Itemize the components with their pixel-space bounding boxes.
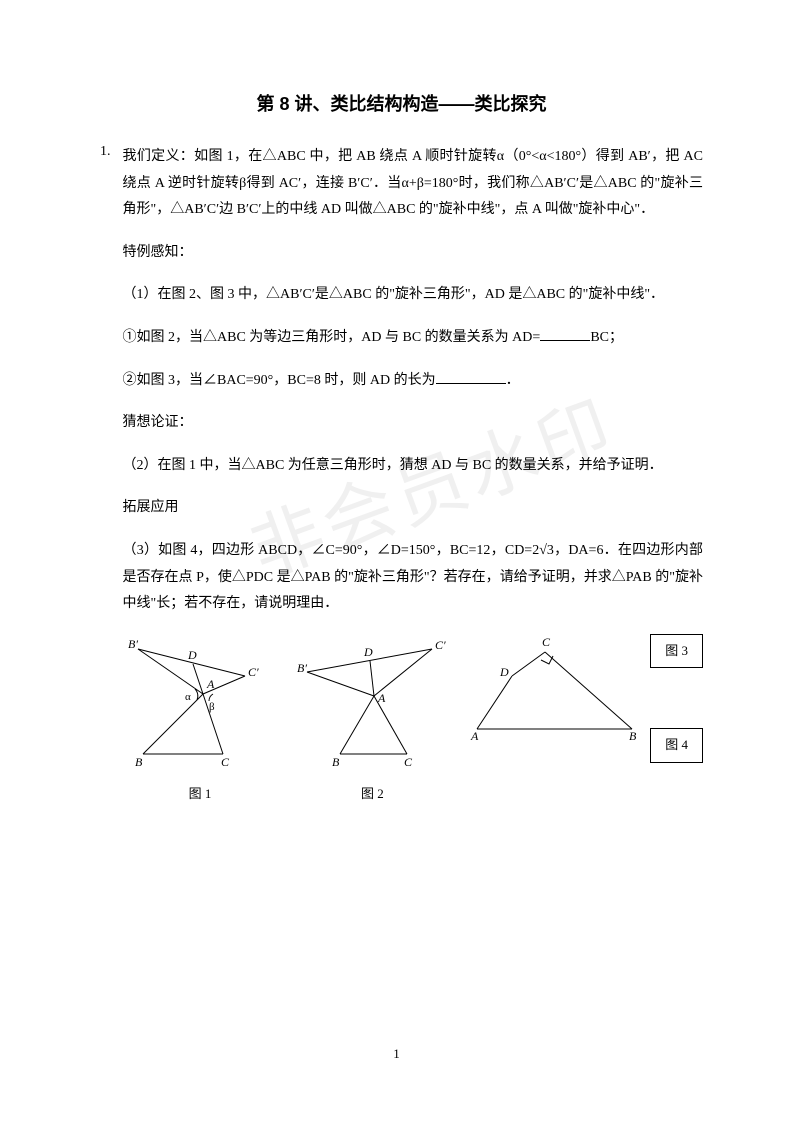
label-beta: β — [209, 701, 215, 713]
problem-body: 我们定义：如图 1，在△ABC 中，把 AB 绕点 A 顺时针旋转α（0°<α<… — [123, 144, 704, 806]
section-special-cases: 特例感知： — [123, 240, 704, 267]
label-Cprime2: C′ — [435, 638, 446, 652]
label-C2: C — [404, 755, 413, 769]
label-A2: A — [377, 691, 386, 705]
label-C: C — [221, 755, 230, 769]
q1-sub2: ②如图 3，当∠BAC=90°，BC=8 时，则 AD 的长为 ． — [123, 368, 704, 395]
figures-row: B′ D C′ A α β B C 图 1 — [123, 634, 704, 807]
figure-1: B′ D C′ A α β B C 图 1 — [123, 634, 278, 807]
label-B: B — [135, 755, 143, 769]
q1-sub1-pre: ①如图 2，当△ABC 为等边三角形时，AD 与 BC 的数量关系为 AD= — [123, 330, 541, 345]
figure-34-svg: A B C D — [467, 634, 642, 744]
q2: （2）在图 1 中，当△ABC 为任意三角形时，猜想 AD 与 BC 的数量关系… — [123, 453, 704, 480]
label-Bprime2: B′ — [297, 661, 307, 675]
figure-2: B′ D C′ A B C 图 2 — [292, 634, 452, 807]
blank-1 — [540, 327, 590, 341]
figure-1-caption: 图 1 — [189, 782, 212, 807]
problem-number: 1. — [100, 144, 111, 806]
label-Bprime: B′ — [128, 637, 138, 651]
q1-sub1: ①如图 2，当△ABC 为等边三角形时，AD 与 BC 的数量关系为 AD= BC… — [123, 325, 704, 352]
label-Cprime: C′ — [248, 665, 259, 679]
figure-3-label: 图 3 — [650, 634, 703, 669]
label-D2: D — [363, 645, 373, 659]
figure-2-caption: 图 2 — [361, 782, 384, 807]
label-C3: C — [542, 635, 551, 649]
label-alpha: α — [185, 691, 191, 703]
q1-sub2-post: ． — [506, 373, 520, 388]
label-B3: B — [629, 729, 637, 743]
label-D3: D — [499, 665, 509, 679]
blank-2 — [436, 370, 506, 384]
intro-paragraph: 我们定义：如图 1，在△ABC 中，把 AB 绕点 A 顺时针旋转α（0°<α<… — [123, 144, 704, 224]
page-title: 第 8 讲、类比结构构造——类比探究 — [100, 90, 703, 116]
figure-4-label: 图 4 — [650, 728, 703, 763]
section-extension: 拓展应用 — [123, 495, 704, 522]
figure-1-svg: B′ D C′ A α β B C — [123, 634, 278, 774]
section-conjecture: 猜想论证： — [123, 410, 704, 437]
problem-container: 1. 我们定义：如图 1，在△ABC 中，把 AB 绕点 A 顺时针旋转α（0°… — [100, 144, 703, 806]
label-A3: A — [470, 729, 479, 743]
label-A: A — [206, 677, 215, 691]
figure-2-svg: B′ D C′ A B C — [292, 634, 452, 774]
q3: （3）如图 4，四边形 ABCD，∠C=90°，∠D=150°，BC=12，CD… — [123, 538, 704, 618]
side-labels: 图 3 图 4 — [650, 634, 703, 763]
page-number: 1 — [0, 1046, 793, 1062]
figure-34: A B C D 图 3 图 4 — [467, 634, 703, 763]
q1-sub2-pre: ②如图 3，当∠BAC=90°，BC=8 时，则 AD 的长为 — [123, 373, 436, 388]
q1-intro: （1）在图 2、图 3 中，△AB′C′是△ABC 的"旋补三角形"，AD 是△… — [123, 282, 704, 309]
label-D: D — [187, 648, 197, 662]
label-B2: B — [332, 755, 340, 769]
q1-sub1-post: BC； — [590, 330, 623, 345]
